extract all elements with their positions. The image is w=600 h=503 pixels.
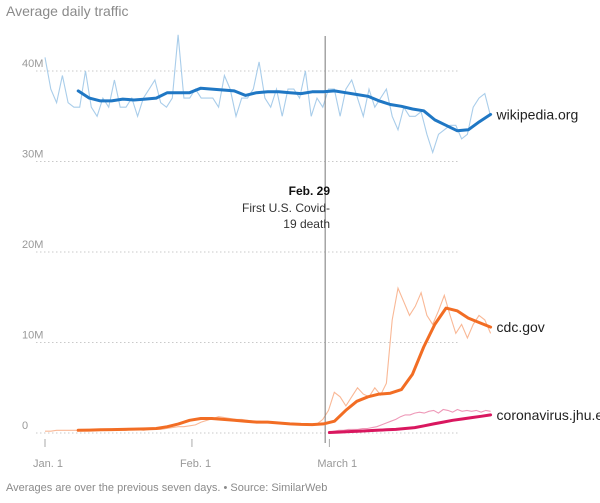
daily-value-lines	[44, 34, 492, 433]
y-axis-ticks: 0 10M 20M 30M 40M	[22, 58, 43, 432]
x-tick-label: Jan. 1	[33, 458, 63, 470]
y-tick-label: 20M	[22, 239, 43, 251]
y-tick-label: 40M	[22, 58, 43, 70]
x-axis-ticks: Jan. 1 Feb. 1 March 1	[33, 439, 357, 470]
series-label-cdc-gov: cdc.gov	[497, 319, 545, 335]
chart-footnote: Averages are over the previous seven day…	[6, 482, 328, 494]
y-tick-label: 30M	[22, 149, 43, 161]
series-label-coronavirus-jhu-edu: coronavirus.jhu.edu	[497, 407, 600, 423]
daily-line-wikipedia-org	[44, 34, 492, 155]
y-tick-label: 10M	[22, 330, 43, 342]
annotation-date: Feb. 29	[289, 184, 331, 198]
series-labels: wikipedia.org cdc.gov coronavirus.jhu.edu	[496, 106, 600, 422]
average-line-coronavirus-jhu-edu	[327, 413, 493, 434]
annotation-line-2: 19 death	[283, 217, 330, 231]
daily-line-cdc-gov	[45, 286, 492, 432]
gridlines	[36, 70, 460, 434]
chart-title: Average daily traffic	[6, 3, 129, 19]
average-lines	[76, 86, 493, 434]
daily-line-coronavirus-jhu-edu	[329, 408, 491, 433]
annotation: Feb. 29 First U.S. Covid- 19 death	[242, 184, 330, 231]
series-label-wikipedia-org: wikipedia.org	[496, 106, 579, 122]
y-tick-label: 0	[22, 420, 28, 432]
x-tick-label: March 1	[317, 458, 357, 470]
annotation-line-1: First U.S. Covid-	[242, 201, 330, 215]
x-tick-label: Feb. 1	[180, 458, 211, 470]
average-line-cdc-gov	[76, 306, 493, 432]
average-line-wikipedia-org	[76, 86, 493, 133]
